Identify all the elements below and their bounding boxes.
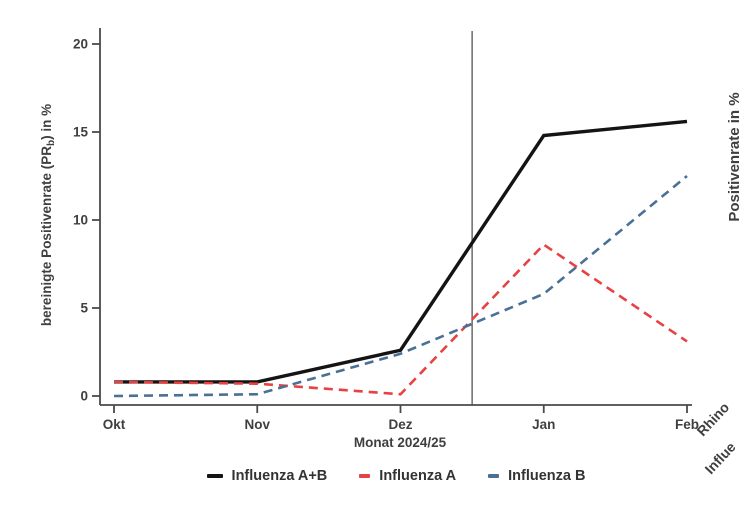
legend-item-influenza-b: Influenza B <box>488 468 585 484</box>
legend-label-influenza-a-b: Influenza A+B <box>231 468 328 484</box>
right-panel-x-tick-label-influe: Influe <box>701 439 738 477</box>
legend-key-influenza-a-b <box>206 473 223 479</box>
legend-item-influenza-a: Influenza A <box>359 468 456 484</box>
y-tick-label: 15 <box>73 125 89 140</box>
x-tick-label-nov: Nov <box>244 417 270 432</box>
series-line-influenza-a <box>113 242 688 396</box>
x-tick-label-jan: Jan <box>532 417 555 432</box>
chart-legend: Influenza A+B Influenza A Influenza B <box>100 468 692 484</box>
y-axis-title-subscript: b <box>46 140 57 146</box>
legend-key-influenza-b <box>488 474 500 478</box>
legend-label-influenza-a: Influenza A <box>379 468 457 484</box>
series-line-influenza-a-b <box>114 119 688 384</box>
y-tick-label: 5 <box>80 301 88 316</box>
x-tick-label-feb: Feb <box>675 417 699 432</box>
y-tick-label: 10 <box>73 213 88 228</box>
x-axis-title: Monat 2024/25 <box>354 435 447 450</box>
series-line-influenza-b <box>113 174 688 398</box>
y-axis-title-pre: bereinigte Positivenrate (PR <box>39 146 54 326</box>
y-tick-label: 20 <box>73 37 88 52</box>
legend-key-influenza-a <box>359 474 371 478</box>
right-panel-x-tick-label-rhino: Rhino <box>693 399 732 439</box>
x-tick-label-dez: Dez <box>388 417 412 432</box>
right-panel-y-axis-title: Positivenrate in % <box>726 92 743 221</box>
legend-label-influenza-b: Influenza B <box>508 468 586 484</box>
legend-item-influenza-a-b: Influenza A+B <box>206 468 328 484</box>
y-tick-label: 0 <box>80 389 88 404</box>
y-axis-title: bereinigte Positivenrate (PRb) in % <box>39 104 57 326</box>
y-axis-title-post: ) in % <box>39 104 54 140</box>
x-tick-label-okt: Okt <box>103 417 126 432</box>
